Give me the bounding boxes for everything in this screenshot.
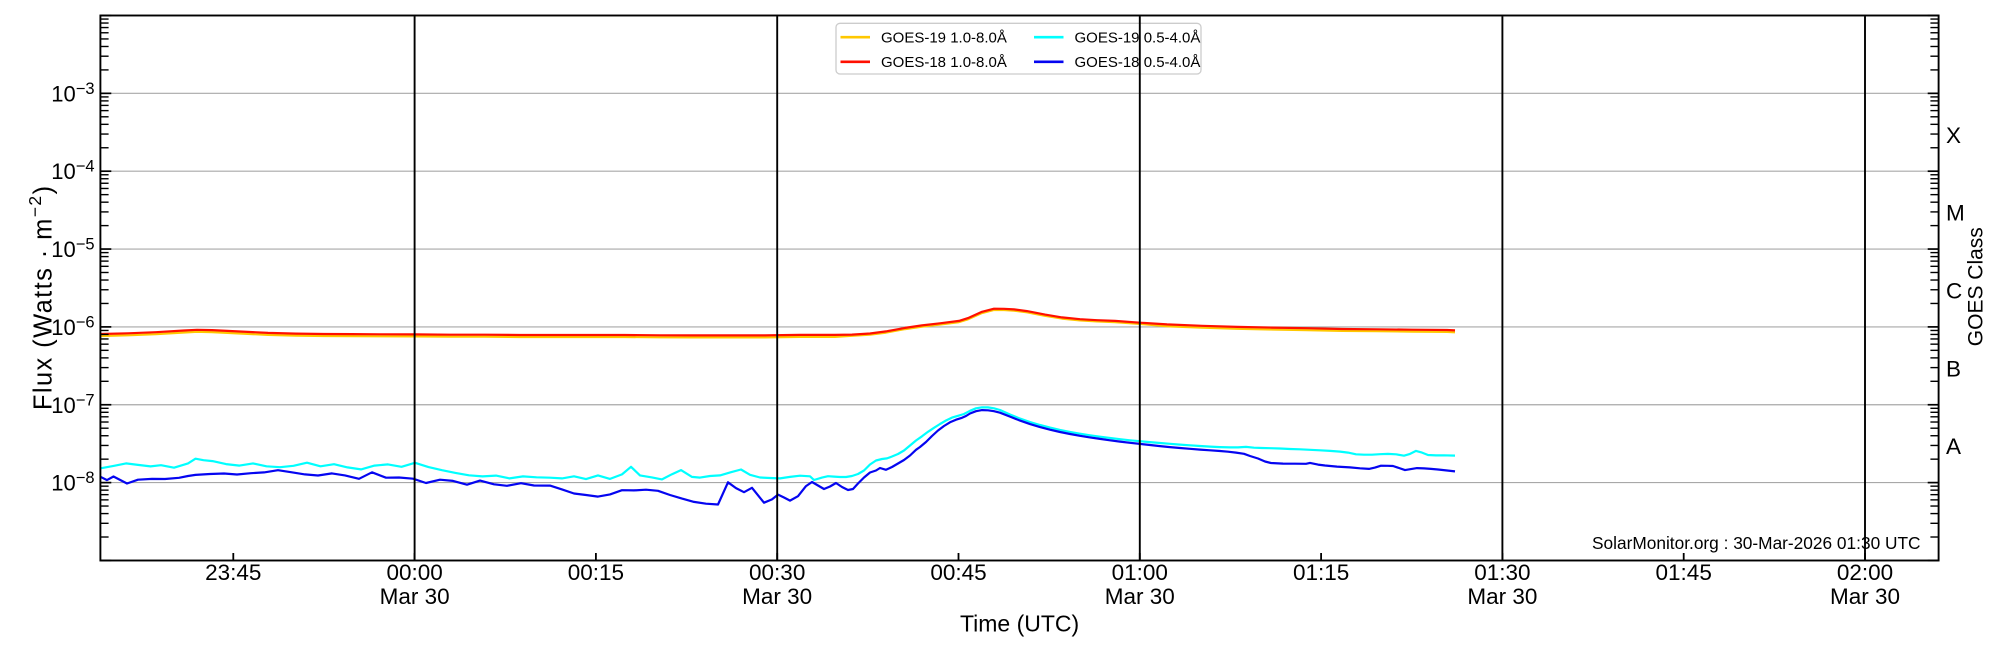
svg-text:SolarMonitor.org : 30-Mar-2026: SolarMonitor.org : 30-Mar-2026 01:30 UTC [1592,533,1921,553]
svg-text:X: X [1946,123,1961,148]
svg-text:Time (UTC): Time (UTC) [960,611,1079,637]
svg-text:Mar 30: Mar 30 [1830,584,1900,609]
svg-text:Mar 30: Mar 30 [1105,584,1175,609]
svg-text:Mar 30: Mar 30 [380,584,450,609]
svg-text:M: M [1946,201,1965,226]
svg-text:02:00: 02:00 [1837,560,1893,585]
svg-text:23:45: 23:45 [205,560,261,585]
svg-text:Flux (Watts · m−2): Flux (Watts · m−2) [25,185,58,411]
svg-text:10−5: 10−5 [51,236,94,263]
svg-text:GOES-19 0.5-4.0Å: GOES-19 0.5-4.0Å [1075,29,1201,46]
svg-text:01:30: 01:30 [1474,560,1530,585]
svg-text:01:00: 01:00 [1112,560,1168,585]
svg-text:A: A [1946,434,1961,459]
svg-text:GOES-19 1.0-8.0Å: GOES-19 1.0-8.0Å [881,29,1007,46]
svg-text:00:30: 00:30 [749,560,805,585]
svg-text:C: C [1946,279,1962,304]
svg-text:00:45: 00:45 [930,560,986,585]
svg-text:B: B [1946,356,1961,381]
svg-text:Mar 30: Mar 30 [742,584,812,609]
svg-text:01:45: 01:45 [1656,560,1712,585]
svg-text:00:00: 00:00 [386,560,442,585]
svg-text:GOES-18 0.5-4.0Å: GOES-18 0.5-4.0Å [1075,54,1201,71]
svg-text:GOES Class: GOES Class [1964,227,1987,346]
svg-text:GOES-18 1.0-8.0Å: GOES-18 1.0-8.0Å [881,54,1007,71]
svg-text:01:15: 01:15 [1293,560,1349,585]
svg-text:00:15: 00:15 [568,560,624,585]
svg-text:Mar 30: Mar 30 [1467,584,1537,609]
